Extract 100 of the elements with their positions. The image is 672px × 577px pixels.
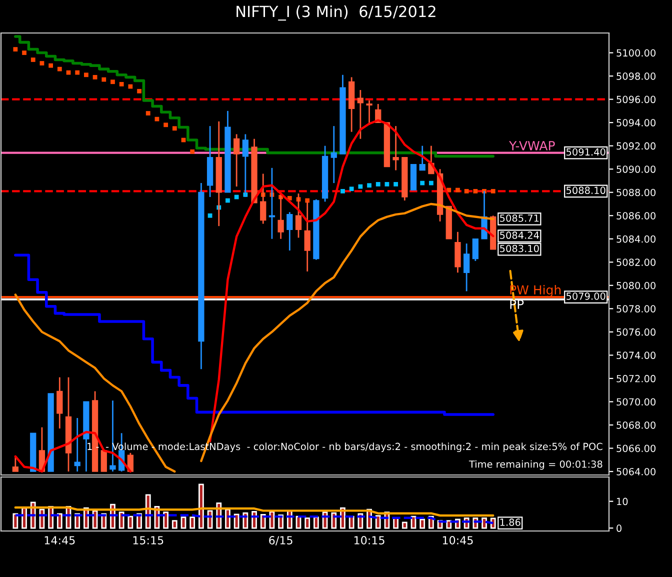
text: 5083.10 — [500, 244, 539, 252]
point — [57, 66, 62, 72]
candlestick — [366, 100, 372, 126]
bar — [163, 512, 168, 529]
annotation: 5079.00 — [566, 292, 606, 300]
bar — [198, 484, 204, 529]
point — [22, 50, 26, 55]
y-tick-label: 0 — [616, 524, 622, 532]
y-tick-label: 5066.00 — [616, 444, 656, 452]
bar — [260, 514, 266, 529]
bar — [56, 513, 62, 529]
candlestick — [74, 417, 80, 472]
ref-line-label: PW High — [510, 284, 561, 298]
point — [490, 188, 496, 194]
bar — [331, 512, 337, 529]
point — [119, 82, 124, 86]
point — [456, 188, 460, 192]
y-tick-label: 5082.00 — [616, 258, 656, 266]
point — [190, 149, 195, 154]
candlestick — [12, 456, 18, 472]
line-series — [14, 506, 494, 517]
point — [75, 70, 80, 75]
bar — [314, 516, 319, 529]
candlestick — [392, 125, 399, 171]
bar — [393, 517, 398, 529]
point — [164, 122, 168, 128]
point — [376, 182, 380, 186]
point — [394, 182, 398, 186]
bar — [22, 507, 27, 529]
bar — [92, 510, 98, 529]
point — [137, 88, 142, 94]
candlestick — [286, 211, 293, 252]
bar — [128, 516, 134, 529]
bar — [402, 522, 408, 529]
point — [13, 47, 18, 52]
x-tick-label: 15:15 — [133, 536, 164, 544]
point — [349, 186, 354, 192]
point — [172, 126, 177, 131]
point — [48, 63, 53, 68]
bar — [420, 518, 426, 529]
y-tick-label: 5074.00 — [616, 352, 656, 360]
candlestick — [100, 450, 107, 472]
data-label: 1.86 — [500, 518, 520, 526]
line-series — [14, 514, 494, 524]
annotation: 5088.10 — [566, 186, 606, 194]
y-tick-label: 5086.00 — [616, 212, 656, 220]
point — [146, 111, 150, 116]
point — [128, 84, 133, 89]
y-tick-label: 5070.00 — [616, 398, 656, 406]
bar — [348, 516, 354, 529]
point — [384, 182, 390, 186]
point — [358, 184, 363, 189]
candlestick — [330, 125, 337, 184]
y-tick-label: 5084.00 — [616, 235, 656, 243]
candlestick — [419, 145, 426, 171]
candlestick — [464, 242, 470, 292]
bar — [410, 516, 416, 529]
bar — [180, 516, 186, 529]
annotation: 5091.40 — [566, 148, 606, 156]
bar — [304, 517, 310, 529]
point — [102, 77, 106, 82]
bar — [482, 517, 487, 529]
y-tick-label: 5088.00 — [616, 188, 656, 196]
bar — [446, 520, 452, 529]
bar — [296, 516, 302, 529]
point — [340, 188, 345, 194]
ref-line-label: PP — [510, 300, 524, 309]
y-tick-label: 5100.00 — [616, 49, 656, 57]
point — [464, 188, 469, 194]
point — [234, 194, 239, 200]
y-tick-label: 5096.00 — [616, 96, 656, 104]
ref-line-label: Y-VWAP — [509, 141, 555, 150]
bar — [190, 516, 196, 529]
x-tick-label: 10:45 — [442, 536, 473, 544]
y-tick-label: 5076.00 — [616, 328, 656, 336]
y-tick-label: 5094.00 — [616, 119, 656, 126]
data-label: 5085.71 — [500, 214, 539, 222]
candlestick — [56, 376, 63, 430]
point — [473, 188, 478, 194]
chart-title: NIFTY_I (3 Min) 6/15/2012 — [236, 5, 436, 21]
y-tick-label: 5098.00 — [616, 72, 656, 80]
point — [40, 61, 44, 66]
y-tick-label: 5068.00 — [616, 421, 656, 429]
data-label: 5084.24 — [500, 232, 539, 239]
y-tick-label: 5072.00 — [616, 374, 656, 382]
x-tick-label: 14:45 — [44, 536, 75, 544]
point — [92, 75, 98, 80]
point — [420, 180, 425, 186]
point — [428, 180, 434, 186]
x-tick-label: 6/15 — [269, 536, 292, 546]
bar — [12, 513, 18, 529]
candlestick — [357, 89, 364, 140]
candlestick — [472, 238, 478, 262]
y-tick-label: 5078.00 — [616, 305, 656, 312]
annotation: Time remaining = 00:01:38 — [468, 460, 602, 470]
candlestick — [234, 134, 240, 188]
point — [154, 116, 160, 122]
bar — [225, 508, 230, 529]
point — [30, 58, 36, 62]
y-tick-label: 10 — [617, 498, 628, 506]
